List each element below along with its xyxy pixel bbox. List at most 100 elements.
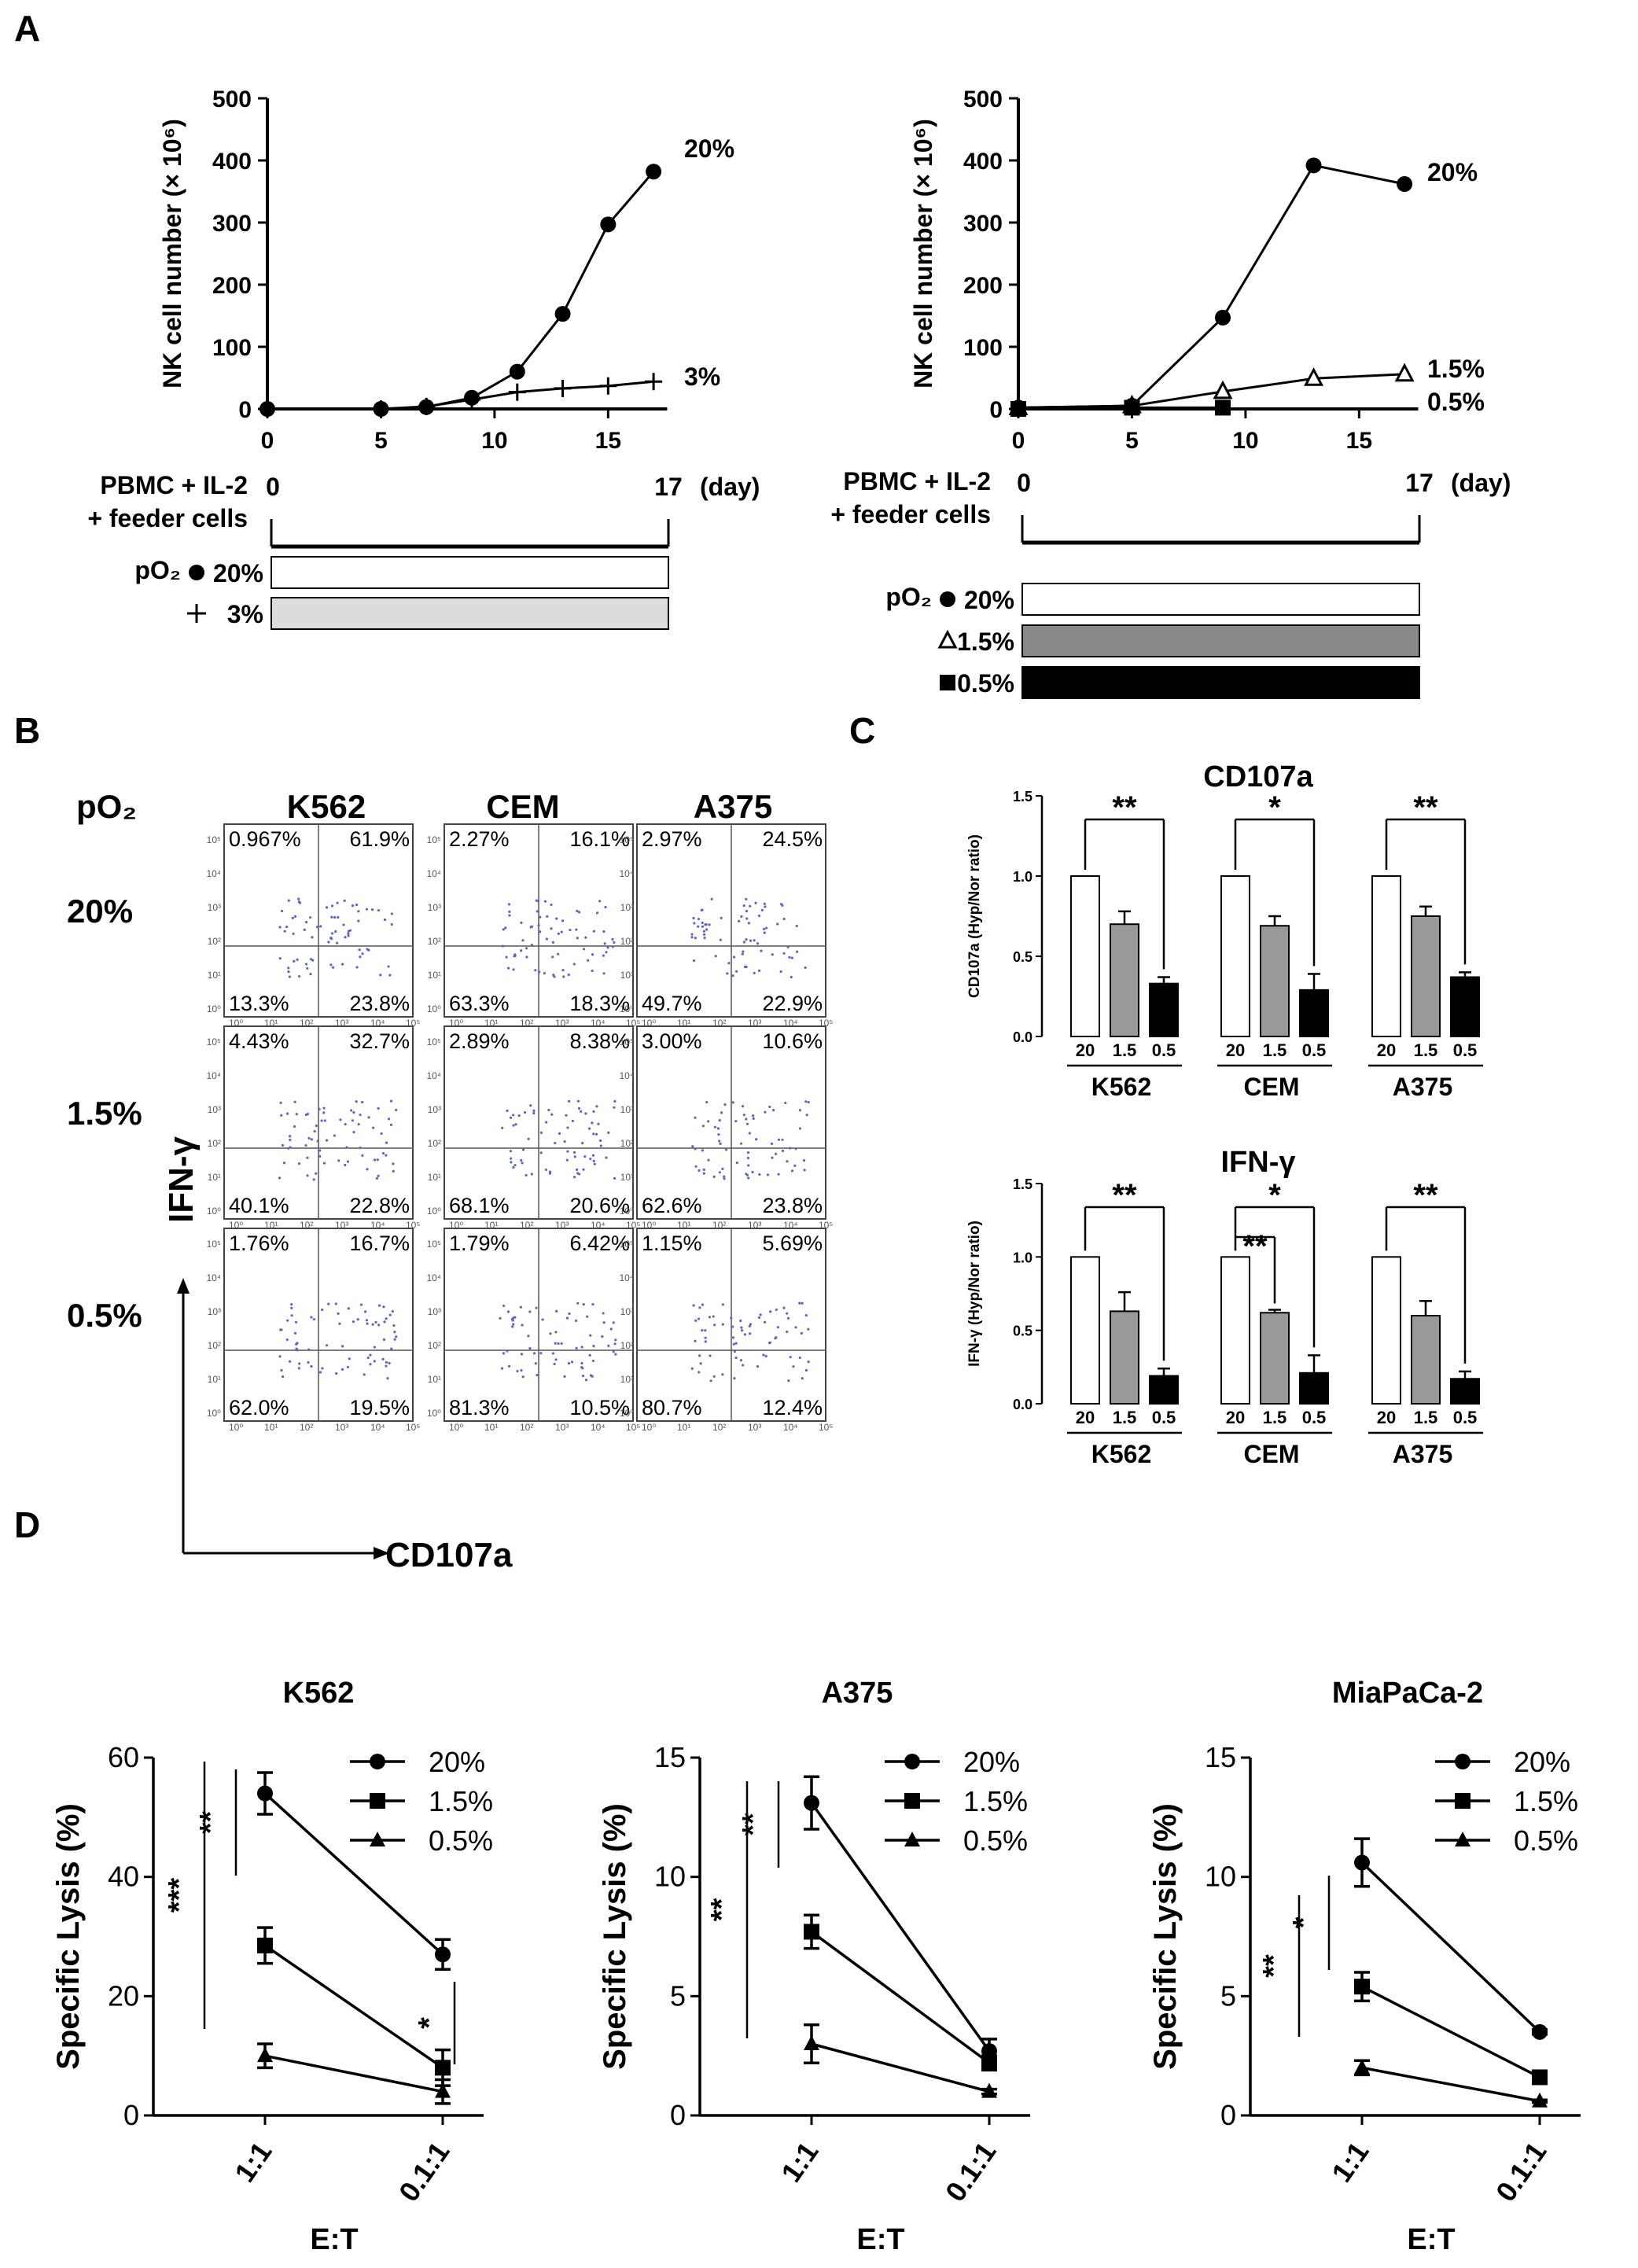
panel-ar-ytick-label: 500 <box>963 87 1003 112</box>
panel-a-timeline-bar <box>1021 666 1420 699</box>
flow-event-dot <box>340 963 344 966</box>
panel-c-ifng-ytick-label: 0.0 <box>1013 1397 1032 1412</box>
flow-event-dot <box>534 969 537 972</box>
flow-event-dot <box>557 952 560 955</box>
flow-event-dot <box>387 1117 391 1121</box>
flow-event-dot <box>766 1173 770 1176</box>
flow-event-dot <box>352 1131 355 1134</box>
flow-event-dot <box>697 1317 701 1320</box>
flow-y-tick: 10³ <box>428 902 441 913</box>
flow-event-dot <box>340 1368 344 1371</box>
flow-event-dot <box>539 1352 543 1355</box>
flow-event-dot <box>334 930 337 933</box>
flow-quadrant-lr: 22.8% <box>349 1194 410 1217</box>
flow-event-dot <box>509 1116 513 1119</box>
panel-d-a375-data-point <box>804 1795 819 1811</box>
flow-event-dot <box>611 945 614 948</box>
panel-d-miapaca2-data-point <box>1532 2023 1548 2040</box>
flow-event-dot <box>800 1331 804 1335</box>
flow-event-dot <box>577 1173 581 1176</box>
flow-event-dot <box>614 1353 617 1356</box>
panel-d-miapaca2-data-point <box>1354 1979 1370 1995</box>
flow-event-dot <box>594 1132 598 1136</box>
panel-al-data-point <box>600 216 617 233</box>
flow-quadrant-ul: 4.43% <box>229 1029 289 1053</box>
flow-event-dot <box>323 1119 326 1122</box>
flow-quadrant-lr: 22.9% <box>762 992 823 1015</box>
flow-event-dot <box>568 1312 571 1316</box>
flow-y-tick: 10¹ <box>620 1172 634 1183</box>
flow-event-dot <box>517 1114 521 1117</box>
flow-event-dot <box>580 1366 583 1369</box>
flow-event-dot <box>296 958 299 961</box>
flow-y-tick: 10¹ <box>620 1374 634 1385</box>
flow-event-dot <box>709 1354 712 1357</box>
flow-quadrant-ur: 61.9% <box>349 827 410 851</box>
flow-event-dot <box>745 965 748 969</box>
panel-c-cd107a-ytick-label: 0.0 <box>1013 1029 1032 1045</box>
flow-event-dot <box>606 946 609 949</box>
panel-d-k562-series-line <box>264 1944 444 2069</box>
flow-event-dot <box>757 1316 760 1320</box>
panel-c-ifng-category-label: 0.5 <box>1152 1408 1176 1427</box>
flow-event-dot <box>743 1333 747 1336</box>
flow-event-dot <box>365 908 369 911</box>
flow-event-dot <box>545 1121 548 1124</box>
panel-a-timeline-symbol <box>940 675 955 690</box>
flow-event-dot <box>694 1116 697 1119</box>
flow-event-dot <box>746 1151 750 1154</box>
flow-event-dot <box>521 1324 524 1327</box>
flow-event-dot <box>333 1134 336 1137</box>
panel-a-timeline-condition: 20% <box>213 559 263 587</box>
panel-c-cd107a-ytick-label: 1.5 <box>1013 789 1032 804</box>
flow-event-dot <box>754 901 757 904</box>
flow-event-dot <box>287 970 290 974</box>
flow-y-tick: 10² <box>208 1138 221 1149</box>
panel-c-cd107a-bar <box>1220 875 1250 1037</box>
flow-event-dot <box>286 1319 289 1322</box>
panel-d-k562-legend-marker <box>370 1793 385 1809</box>
flow-event-dot <box>315 1172 318 1175</box>
panel-al-y-label: NK cell number (× 10⁶) <box>158 119 186 388</box>
panel-a-timeline-condition: 20% <box>964 586 1014 614</box>
flow-event-dot <box>392 1169 395 1173</box>
panel-al-data-point <box>418 397 436 415</box>
flow-event-dot <box>395 1108 398 1112</box>
panel-ar-data-point <box>1305 157 1322 174</box>
flow-event-dot <box>527 1137 530 1140</box>
flow-event-dot <box>544 1168 548 1172</box>
flow-event-dot <box>501 944 505 948</box>
panel-b-column-label: CEM <box>486 788 559 825</box>
flow-event-dot <box>731 1101 734 1104</box>
flow-event-dot <box>568 1099 571 1103</box>
flow-event-dot <box>329 963 333 966</box>
flow-event-dot <box>545 937 548 941</box>
flow-event-dot <box>733 1349 737 1353</box>
flow-event-dot <box>513 953 517 956</box>
flow-event-dot <box>377 1174 380 1177</box>
panel-a-timeline-symbol <box>940 591 955 607</box>
flow-event-dot <box>790 956 793 959</box>
flow-event-dot <box>337 1312 340 1315</box>
flow-quadrant-ul: 3.00% <box>642 1029 702 1053</box>
flow-event-dot <box>388 974 392 977</box>
panel-c-letter: C <box>849 710 875 751</box>
flow-event-dot <box>278 957 282 960</box>
flow-event-dot <box>543 971 546 975</box>
flow-event-dot <box>298 1362 301 1365</box>
panel-b-row-label: 20% <box>67 893 133 930</box>
panel-a-timeline-condition: 3% <box>227 600 263 628</box>
flow-event-dot <box>395 1335 398 1338</box>
flow-event-dot <box>764 905 767 908</box>
panel-al-series-line <box>267 171 655 411</box>
panel-d-a375-data-point <box>981 2082 997 2098</box>
panel-d-k562-data-point <box>257 1937 273 1953</box>
panel-c-cd107a-category-label: 1.5 <box>1113 1040 1137 1060</box>
flow-event-dot <box>753 939 756 942</box>
flow-event-dot <box>747 1164 750 1167</box>
flow-event-dot <box>393 1338 396 1341</box>
flow-event-dot <box>804 1368 808 1372</box>
panel-ar-series-label: 1.5% <box>1427 355 1485 383</box>
panel-c-ifng-category-label: 20 <box>1226 1408 1245 1427</box>
panel-a-timeline-symbol <box>187 604 206 623</box>
